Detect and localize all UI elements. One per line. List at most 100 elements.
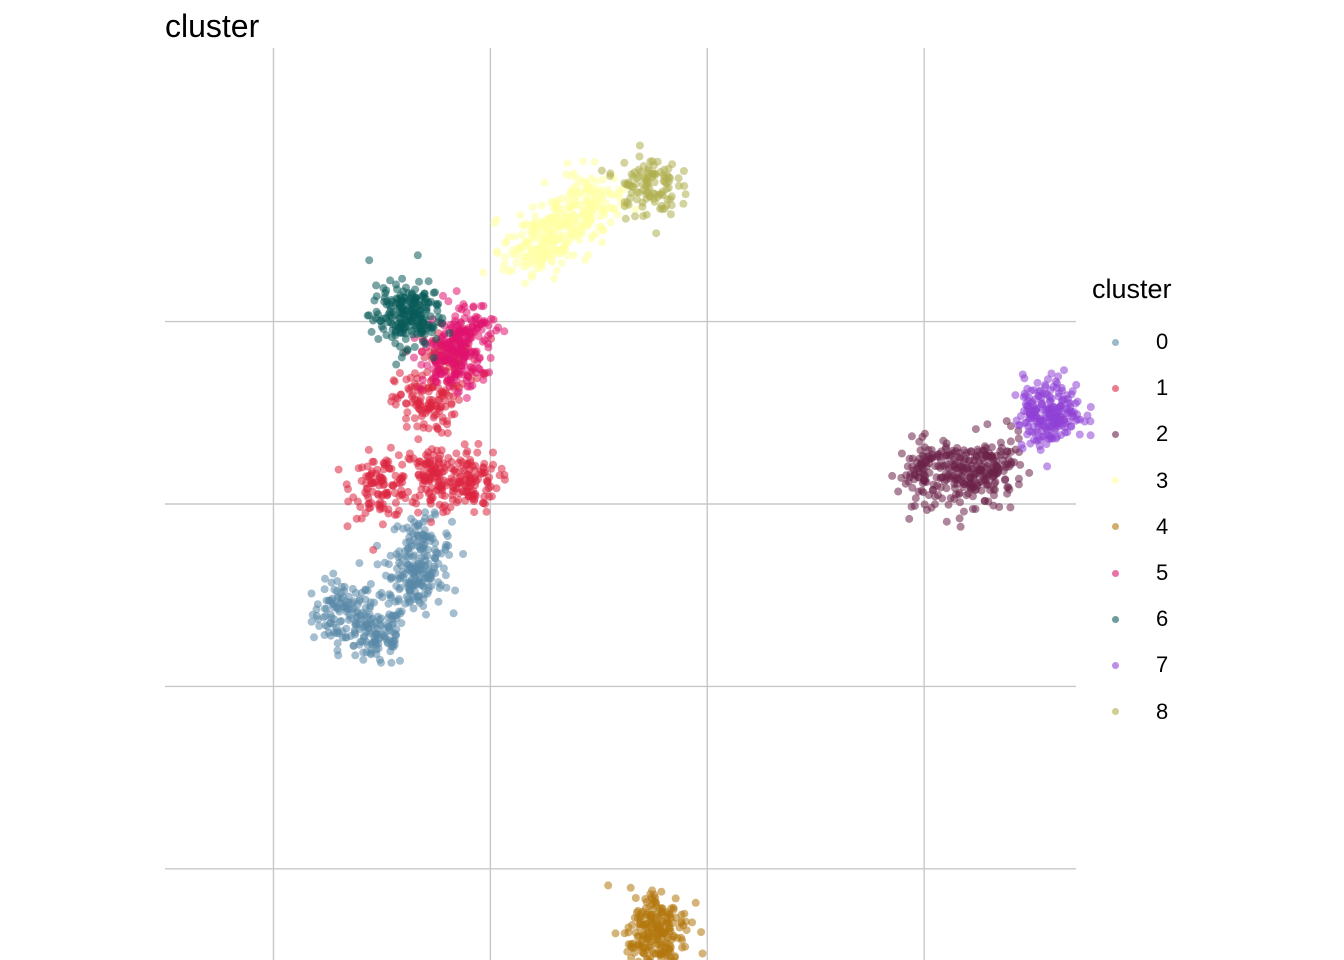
series-cluster-7: [1011, 366, 1095, 471]
point: [398, 472, 407, 480]
point: [363, 462, 372, 471]
point: [452, 449, 461, 458]
point: [983, 420, 992, 429]
point: [369, 316, 378, 325]
point: [404, 487, 412, 496]
point: [445, 382, 454, 391]
point: [438, 332, 447, 341]
point: [1014, 480, 1023, 489]
legend-key: [1104, 516, 1126, 538]
point: [984, 497, 993, 506]
point: [391, 300, 400, 308]
point: [460, 466, 468, 475]
legend-items: 0 1 2 3 4 5 6 7 8: [1092, 319, 1172, 735]
point: [435, 500, 444, 509]
point: [392, 550, 401, 559]
point: [379, 476, 388, 484]
point: [563, 222, 571, 231]
point: [361, 488, 370, 497]
legend-key: [1104, 377, 1126, 399]
point: [443, 532, 452, 540]
point: [409, 604, 418, 613]
point: [944, 500, 953, 509]
point: [405, 386, 414, 395]
point: [666, 210, 675, 219]
point: [457, 345, 466, 354]
point: [447, 464, 456, 473]
point: [358, 637, 367, 646]
point: [591, 177, 600, 186]
point: [446, 320, 455, 329]
point: [638, 907, 647, 916]
point: [911, 494, 920, 503]
point: [613, 210, 622, 219]
point: [474, 475, 482, 484]
point: [652, 913, 661, 922]
point: [479, 499, 488, 508]
point: [474, 439, 483, 448]
point: [537, 239, 546, 247]
point: [459, 300, 468, 309]
point: [344, 592, 353, 601]
point: [467, 492, 476, 500]
point: [444, 297, 453, 306]
point: [307, 617, 316, 626]
point: [403, 408, 412, 417]
point: [588, 231, 597, 240]
point: [530, 235, 539, 244]
point: [395, 585, 404, 594]
point: [620, 158, 629, 167]
point: [475, 354, 484, 363]
point: [557, 258, 566, 267]
point: [395, 558, 404, 567]
point: [448, 517, 456, 526]
point: [629, 939, 638, 948]
point: [386, 647, 395, 656]
point: [444, 541, 453, 550]
point: [597, 204, 606, 212]
point: [434, 299, 443, 308]
point: [648, 900, 657, 909]
point: [474, 364, 483, 373]
point: [413, 422, 422, 431]
point: [414, 435, 423, 444]
point: [918, 479, 927, 488]
point: [508, 266, 517, 275]
point: [590, 157, 599, 166]
point: [422, 485, 431, 494]
point: [380, 297, 389, 306]
point: [429, 353, 438, 362]
point: [987, 443, 996, 452]
point: [492, 215, 501, 224]
point: [575, 236, 583, 244]
point: [550, 274, 559, 283]
point: [942, 484, 951, 493]
point: [954, 490, 963, 499]
point: [484, 484, 493, 493]
point: [427, 518, 436, 527]
point: [415, 277, 423, 286]
point: [679, 167, 688, 175]
point: [518, 221, 527, 230]
point: [1062, 404, 1071, 413]
point: [377, 614, 385, 623]
point: [463, 447, 472, 456]
point: [327, 578, 336, 587]
point: [580, 206, 589, 215]
point: [566, 234, 575, 243]
point: [310, 633, 318, 642]
point: [934, 491, 943, 500]
point: [395, 342, 404, 351]
point: [385, 610, 394, 619]
legend-label: 8: [1156, 698, 1169, 724]
point: [1086, 431, 1095, 440]
point: [362, 619, 371, 628]
point: [443, 376, 452, 385]
legend-label: 1: [1156, 375, 1169, 401]
point: [537, 201, 546, 210]
point: [641, 895, 650, 903]
point: [646, 941, 654, 950]
point: [408, 529, 417, 538]
point: [441, 571, 450, 580]
point: [384, 599, 393, 608]
